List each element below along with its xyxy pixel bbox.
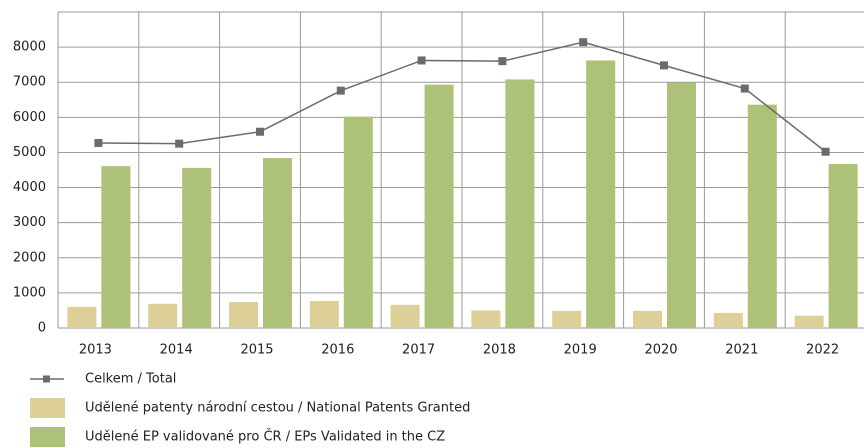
y-tick-label: 8000 [13,40,46,55]
marker [821,147,830,156]
bar [263,158,292,328]
legend-swatch [30,427,65,447]
bar [148,303,178,328]
marker [336,86,345,95]
y-tick-label: 4000 [13,180,46,195]
bar [747,104,777,329]
bar [505,79,535,328]
bar [713,312,743,328]
y-tick-label: 0 [38,321,46,336]
bar [182,167,212,328]
y-tick-label: 5000 [13,145,46,160]
y-tick-label: 7000 [13,75,46,90]
bar [794,315,824,328]
x-tick-label: 2014 [160,343,193,358]
bar [633,310,662,328]
bar [309,300,339,328]
bar [471,310,501,328]
legend-swatch [30,398,65,418]
x-tick-label: 2013 [79,343,112,358]
y-tick-label: 3000 [13,215,46,230]
x-tick-label: 2018 [483,343,516,358]
bar [67,306,97,328]
legend-label: Udělené EP validované pro ČR / EPs Valid… [85,429,445,445]
marker [175,139,184,148]
legend-label: Udělené patenty národní cestou / Nationa… [85,401,470,416]
bar [424,84,454,329]
legend-label: Celkem / Total [85,372,176,387]
x-tick-label: 2021 [725,343,758,358]
x-tick-label: 2020 [644,343,677,358]
x-tick-label: 2015 [240,343,273,358]
bar [667,82,696,328]
bar [390,304,420,328]
marker [256,127,264,136]
bar [229,302,258,328]
marker [579,38,588,47]
line [98,41,827,153]
legend-marker [43,375,50,383]
x-tick-label: 2017 [402,343,435,358]
bar [586,60,616,328]
x-tick-label: 2016 [321,343,354,358]
bar [101,166,131,328]
marker [660,61,668,70]
bar [552,310,582,328]
marker [417,56,426,65]
y-tick-label: 6000 [13,110,46,125]
bar [828,164,858,328]
x-tick-label: 2022 [806,343,839,358]
marker [94,138,103,147]
x-tick-label: 2019 [564,343,597,358]
marker [498,57,507,66]
y-tick-label: 1000 [13,285,46,300]
y-tick-label: 2000 [13,250,46,265]
marker [740,84,749,93]
bar [343,116,373,329]
